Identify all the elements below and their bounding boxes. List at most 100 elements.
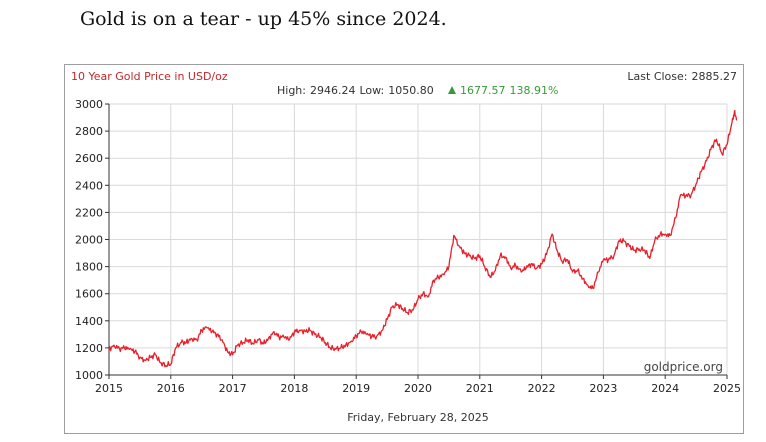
- data-point: [675, 217, 677, 219]
- data-point: [124, 347, 126, 349]
- y-tick-label: 2600: [75, 152, 103, 165]
- data-point: [283, 336, 285, 338]
- data-point: [525, 267, 527, 269]
- data-point: [267, 337, 269, 339]
- data-point: [659, 233, 661, 235]
- data-point: [607, 259, 609, 261]
- data-point: [335, 348, 337, 350]
- data-point: [572, 271, 574, 273]
- data-point: [731, 122, 733, 124]
- data-point: [422, 293, 424, 295]
- data-point: [232, 354, 234, 356]
- data-point: [644, 249, 646, 251]
- data-point: [360, 331, 362, 333]
- data-point: [289, 339, 291, 341]
- high-label: High:: [277, 84, 306, 97]
- data-point: [376, 335, 378, 337]
- data-point: [412, 309, 414, 311]
- data-point: [463, 252, 465, 254]
- data-point: [546, 253, 548, 255]
- data-point: [278, 336, 280, 338]
- footer-date: Friday, February 28, 2025: [347, 411, 489, 424]
- data-point: [598, 271, 600, 273]
- data-point: [247, 339, 249, 341]
- data-point: [201, 329, 203, 331]
- data-point: [541, 263, 543, 265]
- data-point: [206, 327, 208, 329]
- data-point: [649, 258, 651, 260]
- x-tick-label: 2016: [157, 382, 185, 395]
- data-point: [314, 333, 316, 335]
- data-point: [494, 270, 496, 272]
- data-point: [499, 255, 501, 257]
- data-point: [273, 331, 275, 333]
- data-point: [733, 111, 735, 113]
- data-point: [119, 348, 121, 350]
- gold-price-chart: 1000 1200 1400 1600 1800 2000 2200 2400 2600 2800…: [64, 64, 744, 434]
- y-tick-label: 2200: [75, 206, 103, 219]
- chart-title: 10 Year Gold Price in USD/oz: [71, 70, 228, 83]
- gold-price-series-line: [108, 109, 738, 368]
- x-tick-label: 2021: [466, 382, 494, 395]
- data-point: [437, 276, 439, 278]
- watermark: goldprice.org: [644, 360, 723, 374]
- data-point: [185, 342, 187, 344]
- data-point: [561, 260, 563, 262]
- y-tick-label: 2000: [75, 234, 103, 247]
- data-point: [520, 271, 522, 273]
- data-point: [458, 245, 460, 247]
- data-point: [736, 119, 738, 121]
- data-point: [706, 160, 708, 162]
- data-point: [366, 333, 368, 335]
- data-point: [149, 356, 151, 358]
- data-point: [623, 240, 625, 242]
- data-point: [428, 295, 430, 297]
- data-point: [196, 339, 198, 341]
- y-tick-label: 1000: [75, 369, 103, 382]
- data-point: [165, 365, 167, 367]
- data-point: [139, 356, 141, 358]
- x-tick-label: 2020: [404, 382, 432, 395]
- data-point: [567, 259, 569, 261]
- data-point: [530, 263, 532, 265]
- data-point: [309, 329, 311, 331]
- data-point: [355, 335, 357, 337]
- data-point: [443, 274, 445, 276]
- data-point: [726, 144, 728, 146]
- data-point: [293, 331, 295, 333]
- data-point: [602, 259, 604, 261]
- x-tick-label: 2024: [651, 382, 679, 395]
- data-point: [690, 194, 692, 196]
- data-point: [402, 308, 404, 310]
- low-label: Low:: [360, 84, 385, 97]
- data-point: [324, 342, 326, 344]
- data-point: [664, 233, 666, 235]
- x-tick-labels: 2015 2016 2017 2018 2019 2020 2021 2022 2023 2024…: [95, 375, 741, 395]
- last-close-label: Last Close:: [627, 70, 687, 83]
- data-point: [468, 255, 470, 257]
- data-point: [190, 337, 192, 339]
- x-tick-label: 2017: [219, 382, 247, 395]
- chart-grid: [108, 103, 728, 376]
- low-value: 1050.80: [388, 84, 434, 97]
- data-point: [685, 195, 687, 197]
- y-tick-label: 1800: [75, 261, 103, 274]
- chart-stats: High: 2946.24 Low: 1050.80: [277, 84, 434, 97]
- data-point: [252, 343, 254, 345]
- data-point: [329, 347, 331, 349]
- data-point: [474, 258, 476, 260]
- data-point: [154, 354, 156, 356]
- data-point: [711, 146, 713, 148]
- data-point: [700, 171, 702, 173]
- data-point: [551, 233, 553, 235]
- data-point: [536, 267, 538, 269]
- y-tick-label: 2800: [75, 125, 103, 138]
- data-point: [340, 347, 342, 349]
- y-tick-label: 3000: [75, 98, 103, 111]
- x-tick-label: 2015: [95, 382, 123, 395]
- data-point: [505, 256, 507, 258]
- data-point: [386, 318, 388, 320]
- data-point: [227, 351, 229, 353]
- page-headline: Gold is on a tear - up 45% since 2024.: [80, 8, 447, 30]
- change-stats: 1677.57 138.91%: [460, 84, 558, 97]
